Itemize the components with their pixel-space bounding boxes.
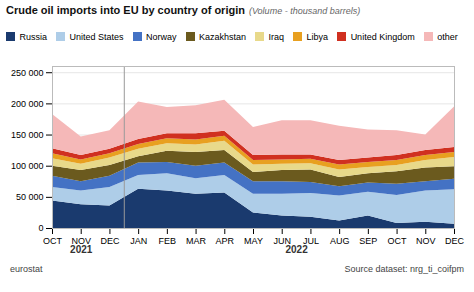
html-text:United States: United States — [69, 31, 124, 42]
svg-text:250 000: 250 000 — [11, 67, 44, 77]
svg-text:FEB: FEB — [159, 235, 177, 245]
svg-text:SEP: SEP — [359, 235, 377, 245]
svg-text:200 000: 200 000 — [11, 98, 44, 108]
html-text:Source dataset: nrg_ti_coifpm: Source dataset: nrg_ti_coifpm — [344, 263, 464, 274]
svg-text:150 000: 150 000 — [11, 129, 44, 139]
svg-text:2021: 2021 — [70, 243, 93, 254]
svg-text:JUN: JUN — [273, 235, 291, 246]
svg-text:100 000: 100 000 — [11, 161, 44, 171]
svg-text:MAR: MAR — [186, 235, 207, 245]
svg-text:JAN: JAN — [130, 235, 147, 245]
html-text:Iraq: Iraq — [268, 31, 285, 42]
svg-text:0: 0 — [38, 223, 43, 233]
svg-text:NOV: NOV — [416, 235, 436, 245]
html-text:Crude oil imports into EU by c: Crude oil imports into EU by country of … — [6, 4, 361, 16]
html-text:Norway: Norway — [146, 31, 177, 42]
html-text:United Kingdom: United Kingdom — [350, 31, 415, 42]
svg-text:JUL: JUL — [302, 235, 319, 246]
svg-text:APR: APR — [216, 235, 235, 245]
html-text:Kazakhstan: Kazakhstan — [199, 31, 247, 42]
svg-text:OCT: OCT — [43, 235, 63, 245]
svg-text:AUG: AUG — [330, 235, 350, 245]
svg-text:NOV: NOV — [71, 235, 91, 246]
html-text:other: other — [437, 31, 458, 42]
html-text:eurostat: eurostat — [10, 263, 43, 274]
html-text:Russia: Russia — [19, 31, 47, 42]
svg-text:2022: 2022 — [285, 243, 308, 254]
svg-text:DEC: DEC — [445, 235, 465, 245]
svg-text:DEC: DEC — [100, 235, 120, 245]
html-text:Libya: Libya — [306, 31, 329, 42]
svg-text:50 000: 50 000 — [16, 192, 44, 202]
svg-text:OCT: OCT — [388, 235, 408, 245]
svg-text:MAY: MAY — [244, 235, 263, 245]
